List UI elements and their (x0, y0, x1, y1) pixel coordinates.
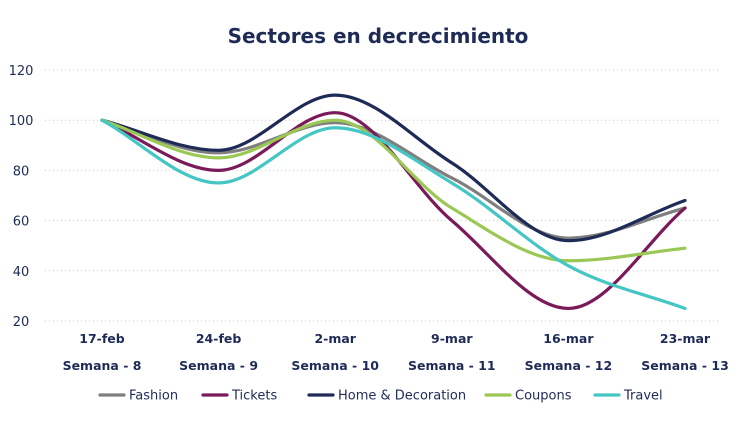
y-tick-label: 60 (13, 215, 30, 230)
legend: Fashion Tickets Home & Decoration Coupons Tr… (98, 389, 663, 404)
series-line-home-decoration (100, 93, 687, 243)
x-tick-week-label: Semana - 11 (408, 358, 496, 373)
y-tick-label: 20 (13, 315, 30, 330)
series-lines (100, 93, 687, 311)
x-tick-week-label: Semana - 12 (525, 358, 613, 373)
y-axis-ticks: 20 40 60 80 100 120 (9, 64, 34, 330)
x-tick-week-label: Semana - 8 (63, 358, 142, 373)
x-tick-date-label: 9-mar (431, 331, 473, 346)
gridlines (45, 69, 720, 322)
y-tick-label: 120 (9, 64, 34, 79)
legend-label: Tickets (231, 389, 277, 404)
legend-label: Travel (623, 389, 663, 404)
legend-label: Coupons (515, 389, 572, 404)
x-axis-ticks: 17-feb Semana - 8 24-feb Semana - 9 2-mar Sem… (63, 331, 729, 373)
series-line-coupons (100, 118, 687, 263)
x-tick-date-label: 2-mar (314, 331, 356, 346)
x-tick-date-label: 23-mar (660, 331, 711, 346)
chart-title: Sectores en decrecimiento (228, 24, 529, 48)
x-tick-week-label: Semana - 9 (179, 358, 258, 373)
series-line-fashion (100, 118, 687, 240)
legend-label: Fashion (129, 389, 178, 404)
x-tick-week-label: Semana - 13 (641, 358, 729, 373)
x-tick-date-label: 24-feb (196, 331, 241, 346)
x-tick-date-label: 17-feb (79, 331, 124, 346)
x-tick-week-label: Semana - 10 (291, 358, 379, 373)
x-tick-date-label: 16-mar (543, 331, 594, 346)
y-tick-label: 100 (9, 114, 34, 129)
series-line-travel (100, 118, 687, 311)
y-tick-label: 80 (13, 164, 30, 179)
legend-label: Home & Decoration (338, 389, 466, 404)
y-tick-label: 40 (13, 265, 30, 280)
